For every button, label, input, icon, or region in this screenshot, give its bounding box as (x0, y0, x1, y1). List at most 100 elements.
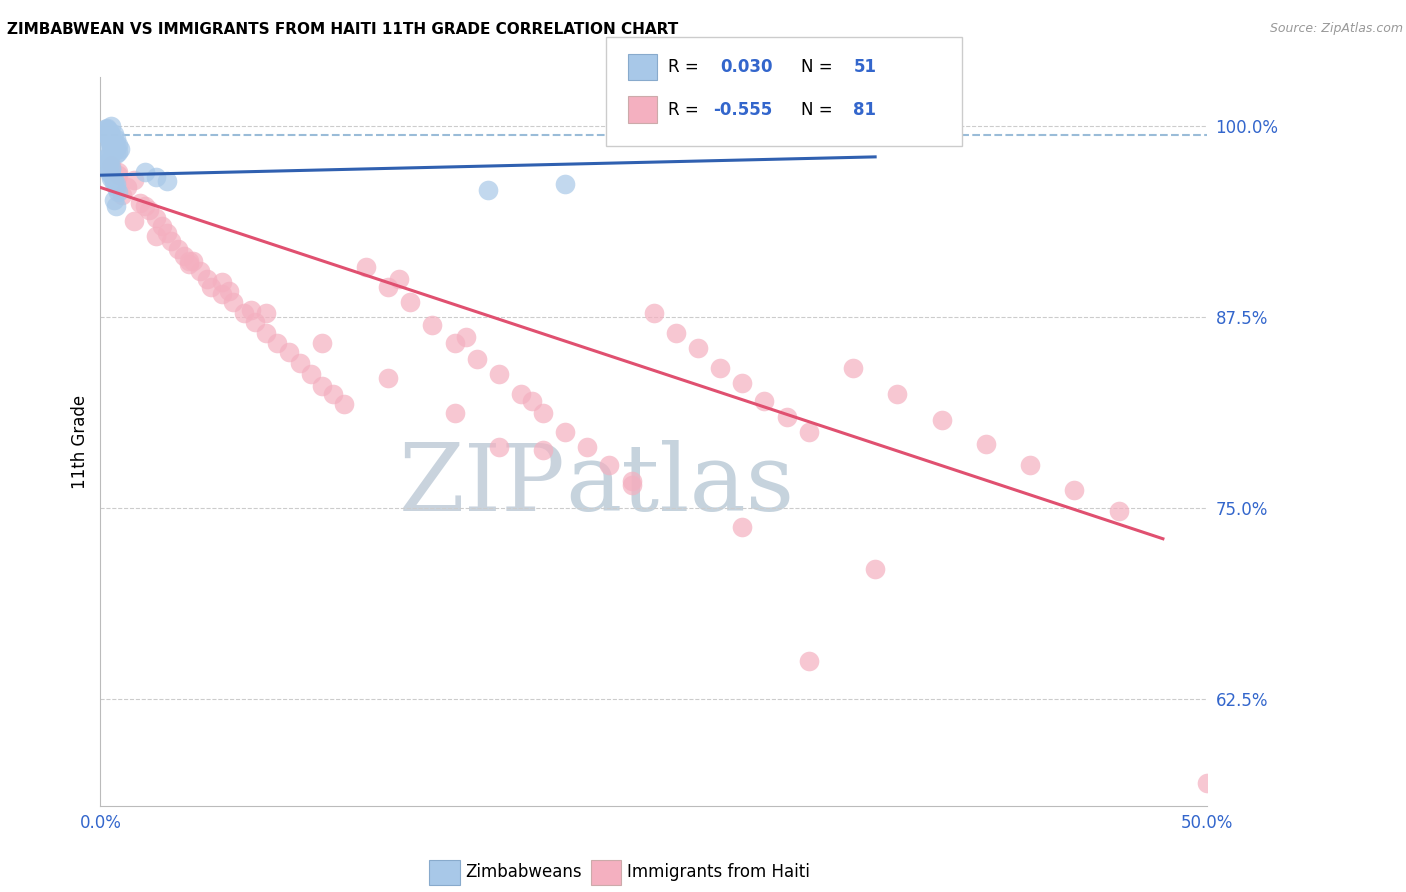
Point (134, 199, 156, 213)
Text: 0.030: 0.030 (720, 58, 772, 76)
Point (104, 146, 127, 161)
Point (797, 654, 820, 668)
Text: Source: ZipAtlas.com: Source: ZipAtlas.com (1270, 22, 1403, 36)
Point (665, 326, 688, 340)
Point (100, 137, 122, 152)
Point (288, 356, 311, 370)
Point (465, 351, 488, 366)
Text: R =: R = (668, 58, 704, 76)
Point (98, 154, 121, 169)
Point (94, 145, 117, 160)
Point (96, 120, 118, 135)
Point (443, 407, 465, 421)
Point (173, 249, 195, 263)
Point (96, 152, 118, 166)
Point (775, 409, 797, 424)
Text: ZIMBABWEAN VS IMMIGRANTS FROM HAITI 11TH GRADE CORRELATION CHART: ZIMBABWEAN VS IMMIGRANTS FROM HAITI 11TH… (7, 22, 678, 37)
Point (598, 458, 620, 473)
Point (311, 336, 333, 351)
Point (1197, 776, 1219, 790)
Point (134, 165, 156, 179)
Point (377, 371, 399, 385)
Point (104, 178, 127, 192)
Point (443, 336, 465, 351)
Point (145, 169, 167, 184)
Point (520, 394, 543, 409)
Point (222, 295, 245, 310)
Point (576, 440, 599, 454)
Point (156, 174, 179, 188)
Point (311, 379, 333, 393)
Point (122, 214, 145, 228)
Point (98, 127, 121, 141)
Point (620, 478, 643, 492)
Point (115, 180, 138, 194)
Point (107, 185, 129, 199)
Point (195, 272, 218, 286)
Text: Zimbabweans: Zimbabweans (465, 863, 582, 881)
Point (98, 130, 121, 145)
Point (145, 229, 167, 244)
Point (333, 397, 356, 411)
Point (103, 127, 125, 141)
Point (98, 165, 121, 179)
Point (731, 519, 754, 533)
Point (709, 360, 731, 375)
Point (863, 562, 886, 576)
Point (886, 386, 908, 401)
Point (488, 440, 510, 454)
Point (266, 336, 288, 351)
Point (145, 211, 167, 225)
Point (100, 171, 122, 186)
Point (211, 287, 233, 301)
Point (188, 264, 211, 278)
Text: R =: R = (668, 101, 704, 119)
Point (233, 306, 256, 320)
Point (974, 437, 997, 451)
Point (510, 386, 533, 401)
Text: ZIP: ZIP (398, 441, 565, 531)
Point (138, 203, 160, 218)
Point (100, 168, 122, 182)
Point (107, 145, 129, 160)
Point (254, 306, 277, 320)
Point (103, 141, 125, 155)
Point (620, 474, 643, 488)
Point (98, 133, 121, 147)
Point (98, 124, 121, 138)
Point (100, 136, 122, 150)
Point (454, 330, 477, 344)
Point (177, 253, 200, 268)
Point (422, 318, 444, 332)
Text: 81: 81 (853, 101, 876, 119)
Point (104, 199, 127, 213)
Point (211, 275, 233, 289)
Point (100, 128, 122, 143)
Point (100, 139, 122, 153)
Text: -0.555: -0.555 (713, 101, 772, 119)
Point (103, 193, 125, 207)
Point (103, 142, 125, 156)
Point (100, 157, 122, 171)
Point (111, 188, 134, 202)
Text: atlas: atlas (565, 441, 794, 531)
Text: Immigrants from Haiti: Immigrants from Haiti (627, 863, 810, 881)
Point (96, 122, 118, 136)
Point (103, 173, 125, 187)
Point (239, 302, 262, 317)
Point (200, 279, 222, 293)
Point (399, 295, 422, 310)
Point (98, 162, 121, 177)
Point (103, 176, 125, 190)
Point (797, 425, 820, 439)
Point (103, 135, 125, 149)
Point (554, 178, 576, 192)
Point (103, 144, 125, 158)
Point (100, 120, 122, 134)
Point (104, 131, 127, 145)
Point (96, 150, 118, 164)
Point (731, 376, 754, 390)
Point (110, 142, 132, 156)
Y-axis label: 11th Grade: 11th Grade (72, 394, 89, 489)
Point (94, 122, 117, 136)
